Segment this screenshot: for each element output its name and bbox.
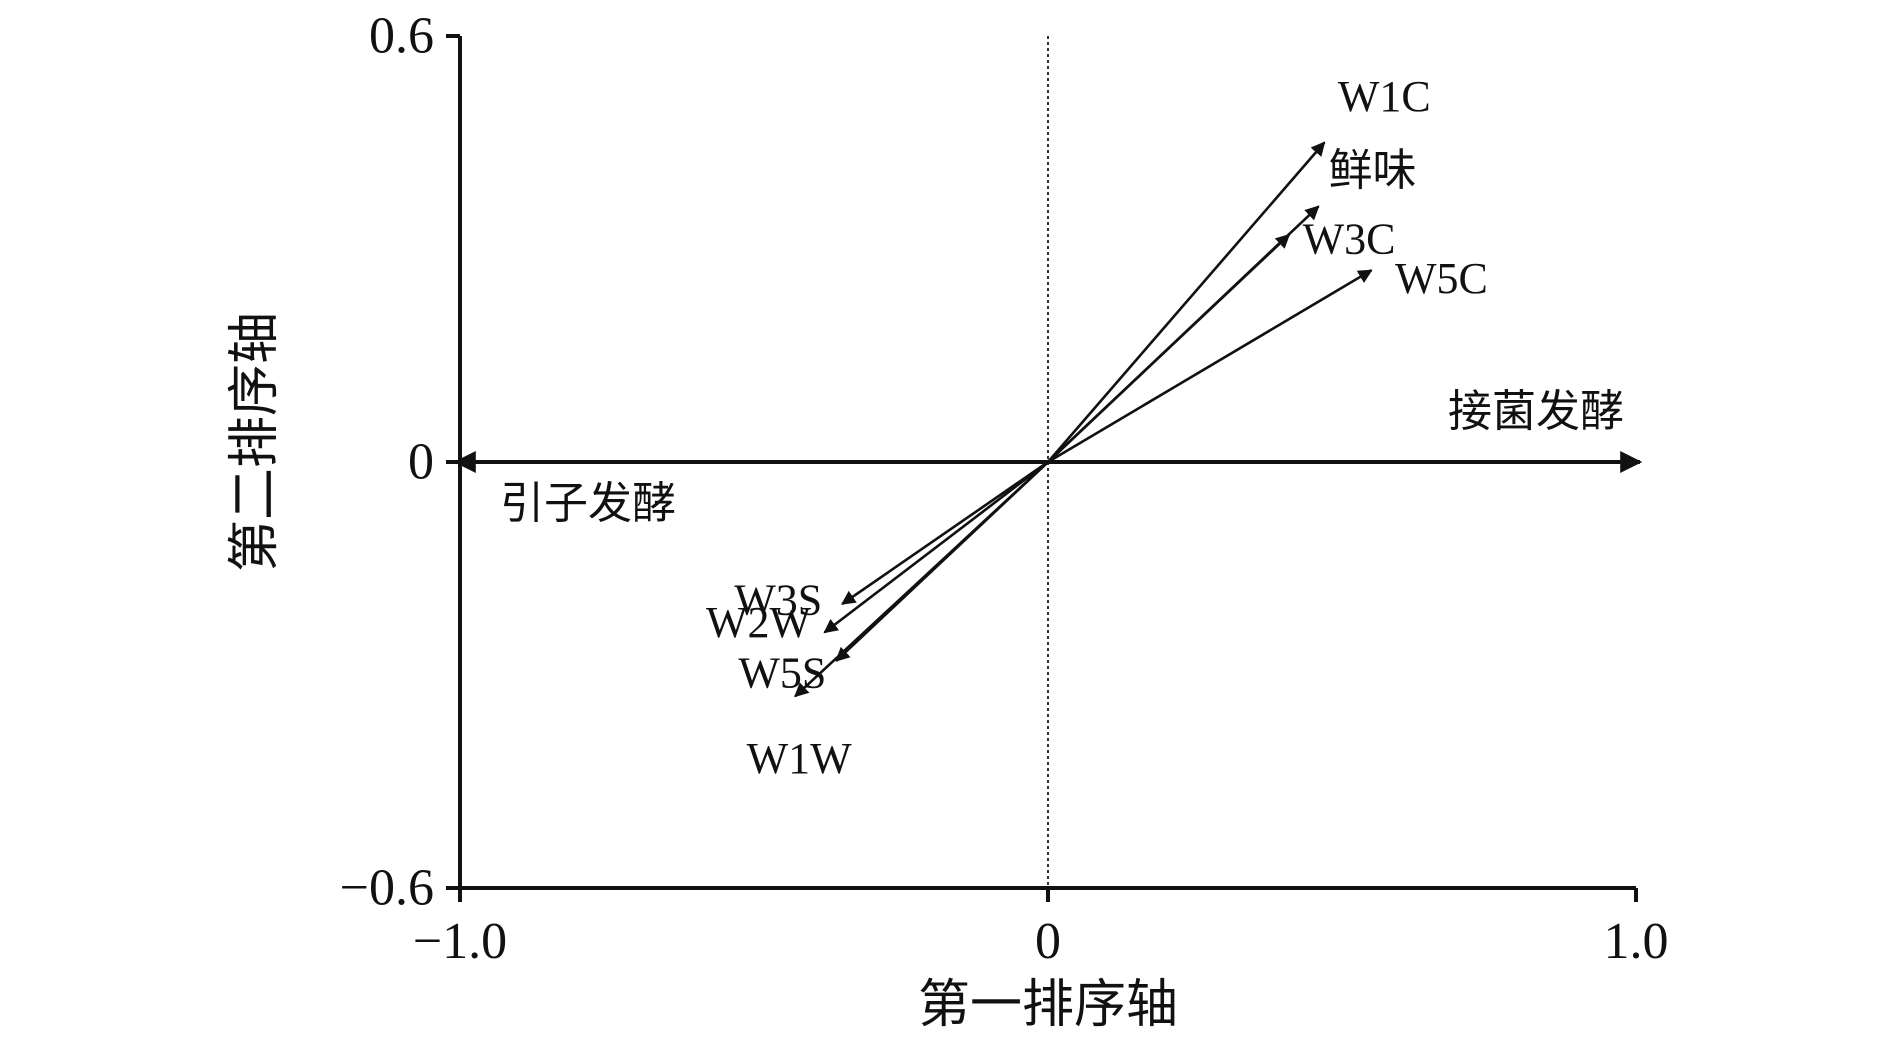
- vector-label: 鲜味: [1328, 145, 1416, 196]
- vector-arrow: [794, 461, 1049, 698]
- group-label: 接菌发酵: [1448, 386, 1624, 437]
- vector-label: W3S: [734, 576, 822, 625]
- vector-arrow: [1047, 141, 1326, 463]
- vector-arrow: [1047, 233, 1291, 463]
- vector-label: W1W: [747, 734, 853, 783]
- y-tick-label: 0.6: [369, 8, 434, 65]
- loading-vectors: [453, 141, 1643, 698]
- vector-label: W1C: [1338, 72, 1431, 121]
- vector-label: W5C: [1395, 254, 1488, 303]
- vector-label: W2W: [706, 598, 812, 647]
- axis-ticks: 0.6 0 −0.6−1.0 0 1.0: [340, 8, 1669, 971]
- x-tick-label: −1.0: [413, 913, 507, 970]
- vector-label: W5S: [738, 648, 826, 697]
- vector-arrow: [1047, 269, 1373, 464]
- y-tick-label: −0.6: [340, 860, 434, 917]
- x-axis-title: 第一排序轴: [918, 975, 1178, 1035]
- vector-arrow: [823, 460, 1049, 634]
- y-axis-title: 第二排序轴: [225, 312, 285, 572]
- group-label: 引子发酵: [500, 478, 676, 529]
- x-tick-label: 1.0: [1604, 913, 1669, 970]
- x-tick-label: 0: [1035, 913, 1061, 970]
- vector-label: W3C: [1303, 214, 1396, 263]
- y-tick-label: 0: [408, 434, 434, 491]
- vector-arrow: [841, 460, 1049, 606]
